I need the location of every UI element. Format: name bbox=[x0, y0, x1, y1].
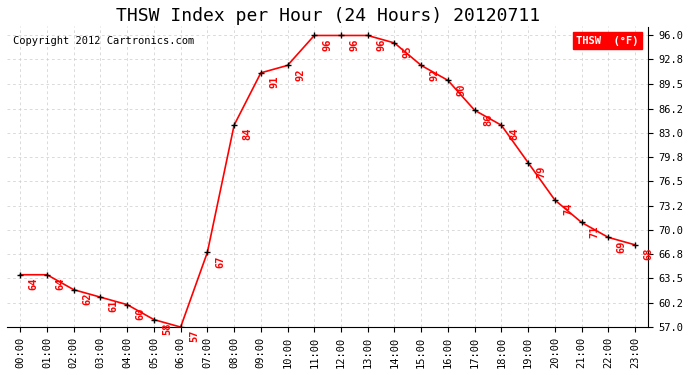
Title: THSW Index per Hour (24 Hours) 20120711: THSW Index per Hour (24 Hours) 20120711 bbox=[116, 7, 540, 25]
Text: 90: 90 bbox=[456, 83, 466, 96]
Text: 68: 68 bbox=[643, 248, 653, 260]
Text: 67: 67 bbox=[216, 255, 226, 268]
Text: 96: 96 bbox=[376, 38, 386, 51]
Text: THSW  (°F): THSW (°F) bbox=[576, 36, 639, 45]
Text: 71: 71 bbox=[590, 225, 600, 238]
Text: 95: 95 bbox=[403, 46, 413, 58]
Text: Copyright 2012 Cartronics.com: Copyright 2012 Cartronics.com bbox=[13, 36, 195, 45]
Text: 96: 96 bbox=[323, 38, 333, 51]
Text: 57: 57 bbox=[189, 330, 199, 342]
Text: 74: 74 bbox=[563, 203, 573, 215]
Text: 64: 64 bbox=[55, 278, 66, 290]
Text: 62: 62 bbox=[82, 292, 92, 305]
Text: 69: 69 bbox=[617, 240, 627, 253]
Text: 92: 92 bbox=[429, 68, 440, 81]
Text: 84: 84 bbox=[510, 128, 520, 141]
Text: 84: 84 bbox=[242, 128, 253, 141]
Text: 79: 79 bbox=[536, 165, 546, 178]
Text: 86: 86 bbox=[483, 113, 493, 126]
Text: 60: 60 bbox=[135, 308, 146, 320]
Text: 91: 91 bbox=[269, 76, 279, 88]
Text: 64: 64 bbox=[29, 278, 39, 290]
Text: 58: 58 bbox=[162, 322, 172, 335]
Text: 92: 92 bbox=[296, 68, 306, 81]
Text: 61: 61 bbox=[109, 300, 119, 312]
Text: 96: 96 bbox=[349, 38, 359, 51]
